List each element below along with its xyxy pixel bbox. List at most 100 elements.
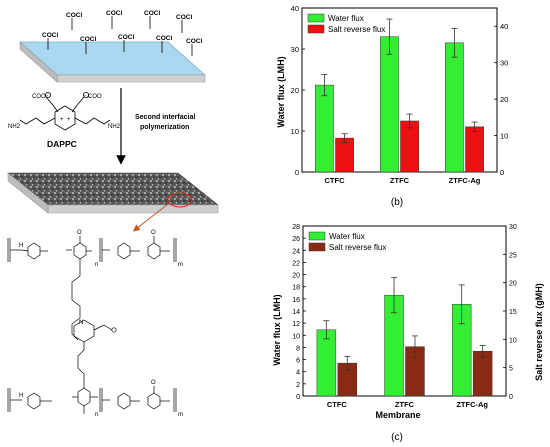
x-tick-label: ZTFC (390, 176, 410, 185)
chart-c-legend: Water flux Salt reverse flux (308, 231, 386, 252)
y2-tick-label: 0 (509, 394, 513, 401)
charge-plus-label: + (60, 117, 64, 123)
bar (315, 84, 334, 173)
cocl-groups: COCl COCl COCl COCl COCl COCl COCl COCl … (42, 10, 202, 56)
y-tick-label: 10 (292, 333, 300, 340)
bar (472, 350, 493, 397)
y-tick-label: 20 (291, 86, 299, 95)
plot-frame (301, 7, 498, 173)
dappc-molecule (19, 92, 111, 131)
cocl-label: COCl (42, 32, 58, 39)
legend-swatch (308, 242, 326, 252)
zoom-arrow (132, 203, 169, 232)
cocl-label: COCl (176, 14, 192, 21)
y-tick-label: 12 (292, 321, 300, 328)
bar (445, 42, 464, 173)
atom-label-h: H (19, 243, 23, 249)
y-tick-label: 14 (292, 309, 300, 316)
y-tick-label: 26 (292, 236, 300, 243)
dappc-label: DAPPC (47, 139, 77, 149)
y-tick-label: 8 (296, 345, 300, 352)
y-axis-label: Water flux (LMH) (276, 56, 286, 127)
panel-label-c: (c) (391, 432, 403, 443)
y-tick-label: 30 (291, 45, 299, 54)
legend-label: Water flux (329, 232, 365, 241)
step-label-line1: Second interfacial (135, 114, 195, 121)
y-tick-label: 0 (295, 168, 299, 177)
x-tick-label: ZTFC-Ag (456, 400, 488, 409)
y2-tick-label: 30 (509, 224, 517, 231)
y-tick-label: 0 (296, 394, 300, 401)
zoom-highlight-circle (167, 192, 193, 208)
bar (380, 36, 399, 173)
y-tick-label: 4 (296, 370, 300, 377)
x-tick-label: ZTFC (395, 400, 415, 409)
acyl-chloride-membrane (18, 41, 207, 83)
legend-swatch (308, 231, 326, 241)
y-tick-label: 24 (292, 248, 300, 255)
y-tick-label: 40 (291, 4, 299, 13)
y-tick-label: 2 (296, 382, 300, 389)
atom-label-n: N (79, 320, 83, 326)
reaction-scheme: COCl COCl COCl COCl COCl COCl COCl COCl … (7, 10, 219, 418)
bar (316, 329, 337, 397)
legend-swatch (307, 13, 325, 23)
coo-label: COO (32, 94, 46, 100)
cocl-label: COCl (156, 35, 172, 42)
coo-label: COO (88, 94, 102, 100)
atom-label-o: O (77, 230, 82, 236)
cocl-label: COCl (66, 12, 82, 19)
y2-tick-label: 20 (509, 281, 517, 288)
structure-subscript-m: m (178, 412, 183, 418)
y2-tick-label: 5 (509, 366, 513, 373)
y-tick-label: 16 (292, 297, 300, 304)
x-tick-label: CTFC (327, 400, 348, 409)
panel-label-b: (b) (391, 197, 403, 208)
y-tick-label: 28 (292, 224, 300, 231)
chart-b: Water flux (LMH) 0 10 20 30 40 0 10 20 30 40 CTFC Z… (276, 4, 508, 208)
y-tick-label: 20 (292, 273, 300, 280)
plot-frame (302, 225, 507, 397)
polyamide-structure (7, 236, 177, 414)
y2-tick-label: 0 (500, 168, 504, 177)
atom-label-o: O (151, 380, 156, 386)
x-axis-label: Membrane (375, 410, 420, 420)
step-label-line2: polymerization (140, 124, 189, 131)
legend-label: Water flux (328, 14, 364, 23)
y2-tick-label: 10 (500, 132, 508, 141)
chart-b-legend: Water flux Salt reverse flux (307, 13, 385, 34)
bar (335, 137, 354, 173)
structure-subscript-n: n (95, 262, 98, 268)
y2-tick-label: 30 (500, 59, 508, 68)
structure-subscript-n: n (95, 412, 98, 418)
cocl-label: COCl (106, 10, 122, 17)
y2-axis-label: Salt reverse flux (gMH) (534, 283, 544, 381)
nh2-left-label: NH2 (8, 124, 21, 130)
cocl-label: COCl (80, 36, 96, 43)
x-tick-label: ZTFC-Ag (449, 176, 481, 185)
structure-subscript-m: m (178, 262, 183, 268)
x-tick-label: CTFC (325, 176, 346, 185)
modified-membrane (7, 172, 219, 214)
y-tick-label: 22 (292, 260, 300, 267)
y-tick-label: 6 (296, 358, 300, 365)
charge-minus-label: − (84, 93, 87, 99)
bar (400, 120, 419, 173)
cocl-label: COCl (144, 10, 160, 17)
chart-c: Water flux (LMH) Salt reverse flux (gMH)… (272, 224, 544, 443)
y-tick-label: 10 (291, 127, 299, 136)
y2-tick-label: 25 (509, 252, 517, 259)
y2-tick-label: 15 (509, 309, 517, 316)
y-axis-label: Water flux (LMH) (272, 294, 282, 365)
cocl-label: COCl (118, 34, 134, 41)
atom-label-h: H (19, 393, 23, 399)
bar (465, 126, 484, 173)
y2-tick-label: 40 (500, 22, 508, 31)
charge-minus-label: − (46, 93, 49, 99)
atom-label-o: O (151, 230, 156, 236)
y2-tick-label: 10 (509, 337, 517, 344)
nh2-right-label: NH2 (108, 124, 121, 130)
cocl-label: COCl (186, 38, 202, 45)
charge-plus-label: + (67, 117, 71, 123)
